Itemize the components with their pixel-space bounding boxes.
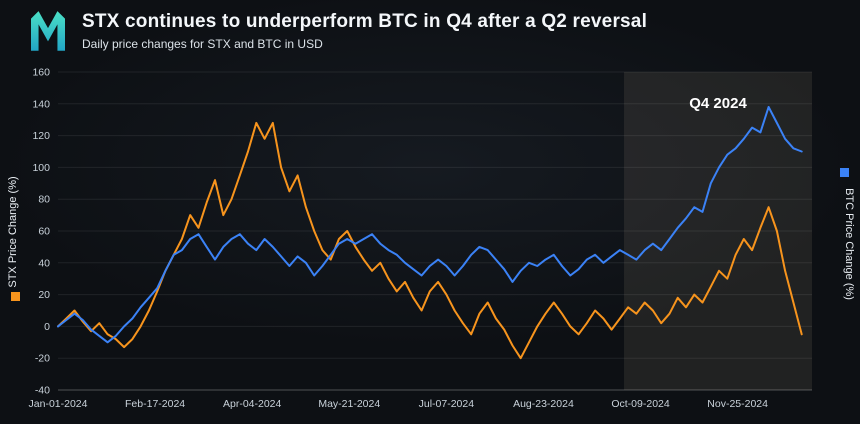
y-tick-label: 40 [38, 257, 50, 269]
stx-legend-marker [11, 292, 20, 301]
btc-line [57, 106, 803, 344]
x-tick-label: Nov-25-2024 [707, 398, 768, 410]
brand-logo-svg [31, 11, 65, 51]
y-tick-label: 80 [38, 194, 50, 206]
y-tick-label: 120 [32, 130, 50, 142]
x-tick-label: Feb-17-2024 [125, 398, 185, 410]
x-tick-label: Jul-07-2024 [419, 398, 475, 410]
chart-title: STX continues to underperform BTC in Q4 … [82, 10, 648, 32]
chart-subtitle: Daily price changes for STX and BTC in U… [82, 36, 323, 51]
x-tick-label: Apr-04-2024 [223, 398, 282, 410]
y-tick-label: 160 [32, 67, 50, 79]
right-axis-label: BTC Price Change (%) [843, 188, 855, 300]
y-tick-label: -40 [35, 385, 50, 397]
left-axis-label: STX Price Change (%) [7, 176, 19, 287]
y-tick-label: 100 [32, 162, 50, 174]
chart-canvas: -40 -20 0 20 40 60 80 100 120 140 160 Jan-01-2024 Fe… [7, 67, 855, 411]
y-tick-label: 0 [44, 321, 50, 333]
q4-annotation-label: Q4 2024 [689, 95, 747, 112]
y-tick-label: 140 [32, 98, 50, 110]
brand-logo-icon [30, 8, 66, 52]
y-tick-label: 60 [38, 226, 50, 238]
x-tick-label: Aug-23-2024 [513, 398, 574, 410]
title-block: STX continues to underperform BTC in Q4 … [82, 10, 647, 51]
btc-legend-marker [840, 168, 849, 177]
stx-line [57, 121, 803, 360]
q4-highlight-region [624, 72, 812, 390]
x-tick-label: Oct-09-2024 [611, 398, 670, 410]
header: STX continues to underperform BTC in Q4 … [30, 8, 647, 52]
y-tick-label: 20 [38, 289, 50, 301]
price-change-chart: -40 -20 0 20 40 60 80 100 120 140 160 Jan-01-2024 Fe… [0, 64, 860, 419]
x-tick-label: Jan-01-2024 [29, 398, 88, 410]
y-tick-label: -20 [35, 353, 50, 365]
x-tick-label: May-21-2024 [318, 398, 380, 410]
